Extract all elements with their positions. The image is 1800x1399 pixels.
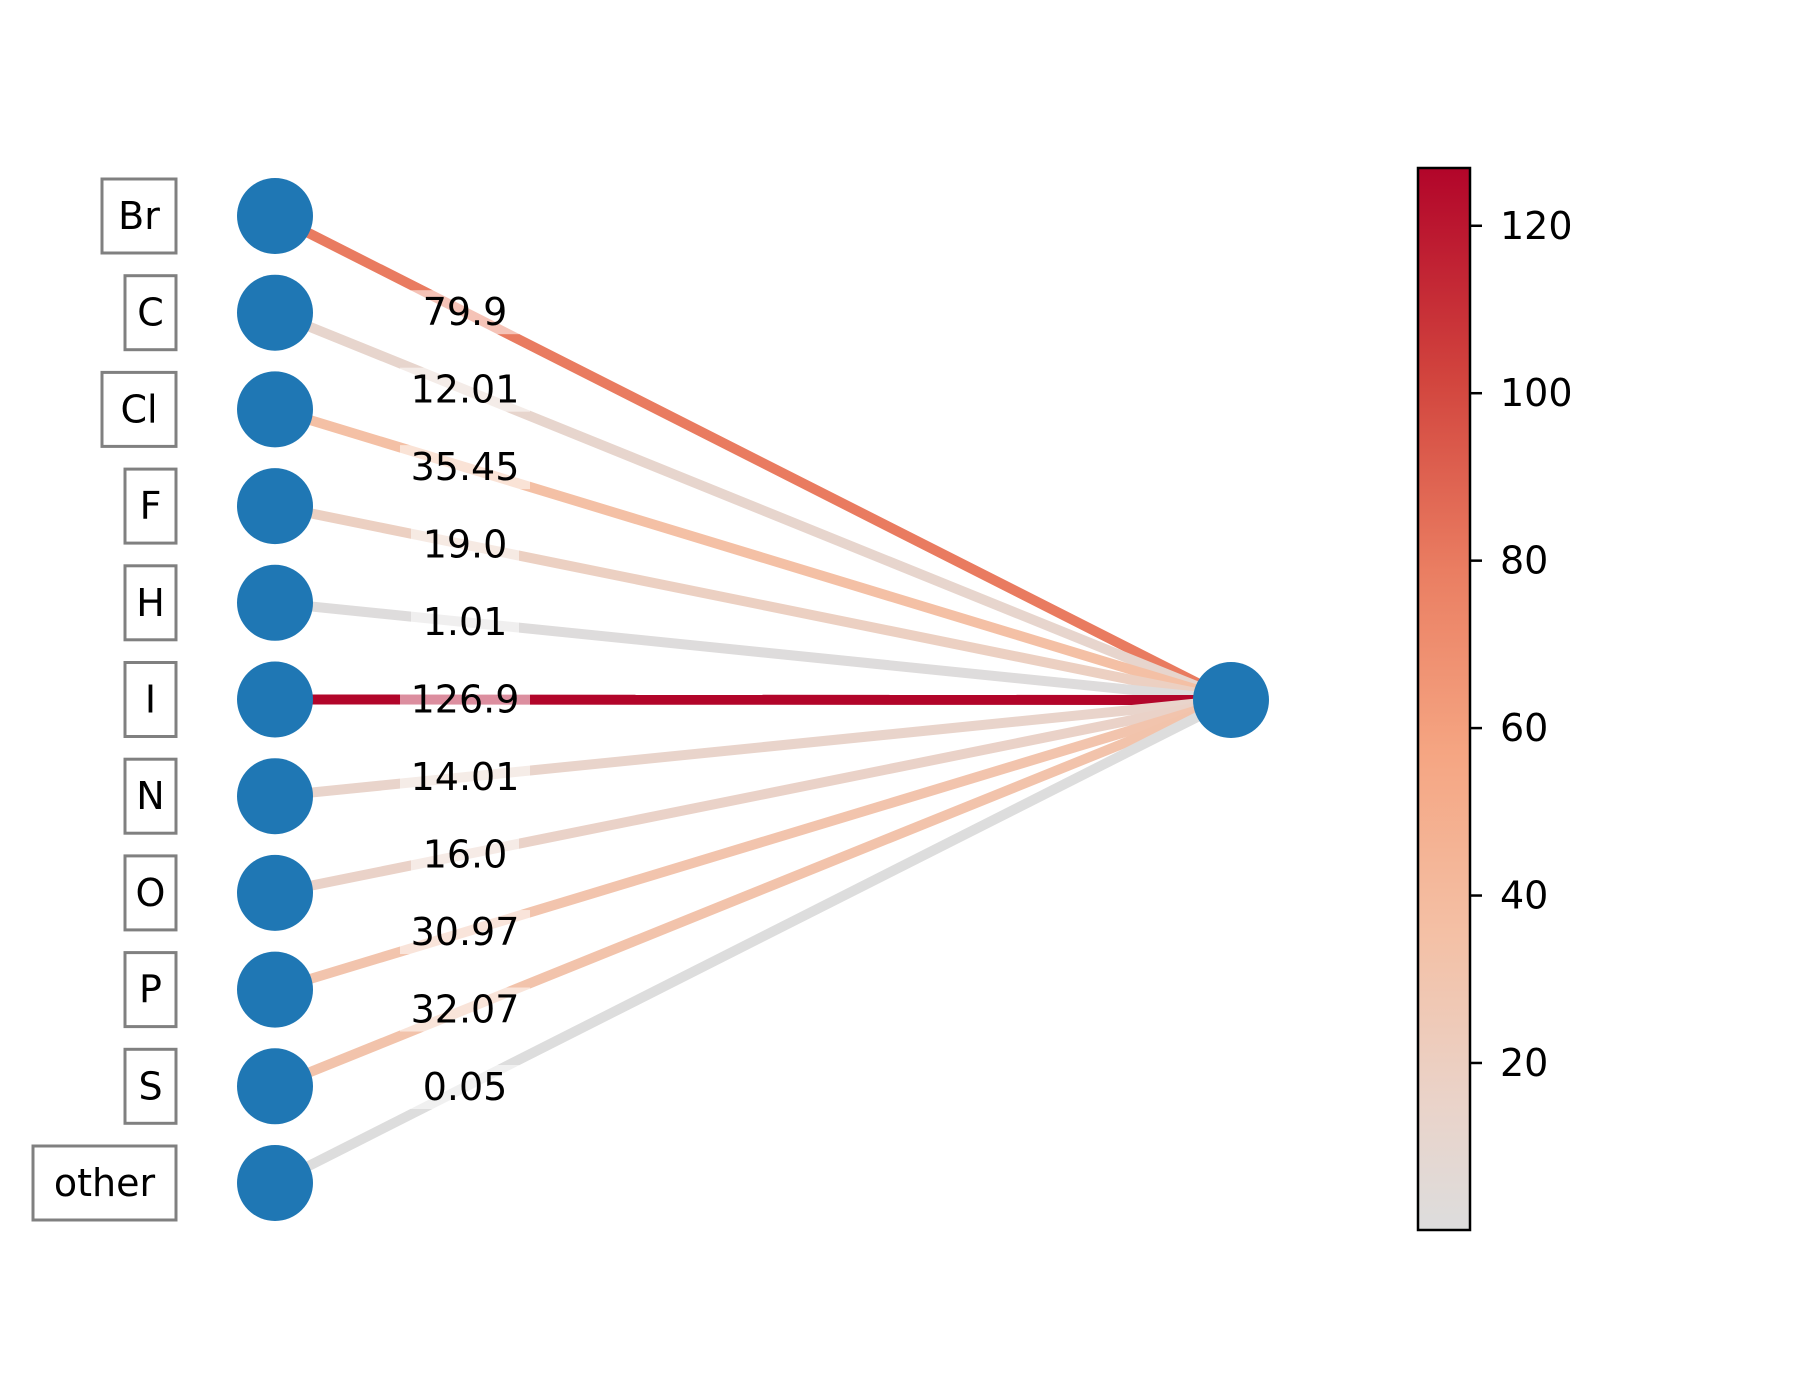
- node-label: N: [136, 774, 164, 818]
- node-label: other: [54, 1161, 156, 1205]
- edge-label-text: 126.9: [411, 678, 520, 722]
- node-circle: [237, 468, 313, 545]
- node-label: H: [136, 581, 165, 625]
- edge-label-text: 79.9: [423, 290, 508, 334]
- edge-label-text: 14.01: [411, 755, 520, 799]
- colorbar-tick-80: 80: [1470, 539, 1548, 583]
- colorbar: 20 40 60 80 100 120: [1416, 166, 1573, 1232]
- edge-label-text: 1.01: [423, 600, 508, 644]
- edge-label-bg: [400, 755, 530, 800]
- edge-label-text: 12.01: [411, 368, 520, 412]
- node-label: Br: [118, 194, 160, 238]
- node-label: C: [137, 291, 164, 335]
- node-circle: [237, 1145, 313, 1221]
- edge-label-text: 0.05: [423, 1065, 508, 1109]
- edge-label-bg: [400, 367, 530, 412]
- edge-label-N: 14.01: [400, 755, 530, 800]
- source-node-H: H: [123, 564, 313, 642]
- source-node-S: S: [123, 1047, 313, 1125]
- edge-label-Cl: 35.45: [400, 445, 530, 490]
- node-label-box: [123, 757, 178, 835]
- edge-label-bg: [411, 290, 519, 335]
- source-node-P: P: [123, 951, 313, 1029]
- source-node-other: other: [31, 1144, 313, 1222]
- colorbar-gradient: [1416, 166, 1472, 1232]
- edge-label-Br: 79.9: [411, 290, 519, 335]
- edge-label-other: 0.05: [411, 1065, 519, 1110]
- source-node-Br: Br: [100, 177, 313, 255]
- source-node-O: O: [123, 854, 313, 932]
- edge-label-bg: [411, 522, 519, 567]
- edge-label-H: 1.01: [411, 600, 519, 645]
- node-circle: [237, 178, 313, 254]
- colorbar-tick-20: 20: [1470, 1041, 1548, 1085]
- node-label-box: [123, 467, 178, 545]
- edge-label-text: 16.0: [423, 833, 508, 877]
- edge-label-I: 126.9: [400, 677, 530, 722]
- edge-label-bg: [400, 910, 530, 955]
- edge-label-text: 30.97: [411, 910, 520, 954]
- edge-label-P: 30.97: [400, 910, 530, 955]
- tick-label: 120: [1500, 204, 1573, 248]
- edge-label-C: 12.01: [400, 367, 530, 412]
- node-circle: [237, 758, 313, 835]
- source-node-I: I: [123, 661, 313, 738]
- node-circle: [237, 371, 313, 448]
- tick-label: 100: [1500, 371, 1573, 415]
- node-label-box: [123, 274, 178, 352]
- node-label: F: [140, 484, 162, 528]
- colorbar-ticks: 20 40 60 80 100 120: [1470, 204, 1573, 1085]
- edge-label-F: 19.0: [411, 522, 519, 567]
- node-label: Cl: [120, 387, 157, 431]
- tick-label: 40: [1500, 874, 1548, 918]
- source-node-Cl: Cl: [100, 370, 313, 448]
- edge-label-bg: [411, 600, 519, 645]
- node-circle: [237, 854, 313, 931]
- edge-label-S: 32.07: [400, 987, 530, 1032]
- edge-label-bg: [400, 677, 530, 722]
- node-label: S: [138, 1064, 162, 1108]
- node-label: O: [136, 871, 166, 915]
- node-circle: [237, 274, 313, 351]
- tick-label: 20: [1500, 1041, 1548, 1085]
- node-label-box: [123, 854, 178, 932]
- colorbar-tick-100: 100: [1470, 371, 1573, 415]
- edge-label-bg: [411, 832, 519, 877]
- edge-label-bg: [411, 1065, 519, 1110]
- colorbar-tick-120: 120: [1470, 204, 1573, 248]
- colorbar-tick-40: 40: [1470, 874, 1548, 918]
- node-circle: [237, 661, 313, 738]
- source-node-N: N: [123, 757, 313, 835]
- node-label-box: [100, 370, 178, 448]
- node-label-box: [100, 177, 178, 255]
- node-circle: [237, 564, 313, 641]
- edge-labels-layer: 79.9 12.01 35.45 19.0 1.01 126.9 14.01 16.0 30.9…: [400, 290, 530, 1110]
- edge-label-O: 16.0: [411, 832, 519, 877]
- node-label-box: [123, 951, 178, 1029]
- edge-label-text: 32.07: [411, 988, 520, 1032]
- source-node-C: C: [123, 274, 313, 352]
- tick-label: 80: [1500, 539, 1548, 583]
- node-label-box: [123, 1047, 178, 1125]
- edge-label-bg: [400, 445, 530, 490]
- source-node-F: F: [123, 467, 313, 545]
- edge-label-bg: [400, 987, 530, 1032]
- target-node: [1193, 662, 1269, 738]
- node-label-box: [123, 564, 178, 642]
- edge-label-text: 19.0: [423, 523, 508, 567]
- node-label: P: [139, 968, 162, 1012]
- node-label-box: [31, 1144, 178, 1222]
- node-circle: [237, 951, 313, 1028]
- node-label: I: [145, 678, 156, 722]
- node-label-box: [123, 661, 178, 738]
- tick-label: 60: [1500, 706, 1548, 750]
- edge-label-text: 35.45: [411, 445, 520, 489]
- colorbar-tick-60: 60: [1470, 706, 1548, 750]
- node-circle: [237, 1048, 313, 1125]
